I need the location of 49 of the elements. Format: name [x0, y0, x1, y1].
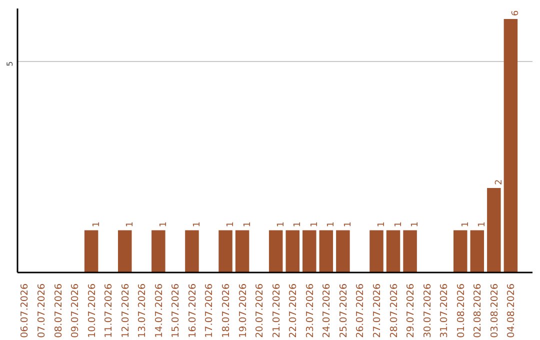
data-label: 1: [293, 222, 304, 228]
x-tick-label: 15.07.2026: [170, 283, 182, 338]
x-tick-label: 22.07.2026: [288, 283, 300, 338]
x-tick-label: 20.07.2026: [254, 283, 266, 338]
data-label: 1: [410, 222, 421, 228]
y-tick-label: 5: [6, 61, 14, 66]
data-label: 1: [310, 222, 320, 228]
x-tick-label: 04.08.2026: [506, 283, 518, 338]
data-label: 2: [494, 179, 504, 186]
data-label: 1: [326, 222, 337, 228]
data-label: 1: [460, 222, 471, 228]
data-label: 6: [511, 10, 522, 16]
x-tick-label: 16.07.2026: [187, 283, 198, 338]
data-label: 1: [92, 222, 102, 228]
data-label: 1: [343, 222, 354, 228]
data-label: 1: [242, 222, 253, 228]
x-tick-label: 24.07.2026: [322, 283, 333, 338]
data-label: 1: [125, 222, 136, 228]
x-tick-label: 03.08.2026: [489, 283, 500, 338]
x-tick-label: 14.07.2026: [154, 283, 165, 338]
data-label: 1: [478, 222, 488, 228]
x-tick-label: 09.07.2026: [70, 283, 82, 338]
x-tick-label: 11.07.2026: [104, 283, 115, 338]
x-tick-label: 25.07.2026: [338, 283, 350, 338]
x-tick-label: 31.07.2026: [439, 283, 450, 338]
x-tick-label: 30.07.2026: [422, 283, 434, 338]
x-tick-label: 07.07.2026: [36, 283, 48, 338]
x-tick-label: 01.08.2026: [456, 283, 467, 338]
data-label: 1: [192, 222, 202, 228]
x-tick-label: 17.07.2026: [204, 283, 216, 338]
x-tick-label: 28.07.2026: [388, 283, 400, 338]
x-tick-label: 08.07.2026: [53, 283, 64, 338]
x-tick-label: 29.07.2026: [406, 283, 417, 338]
x-tick-label: 10.07.2026: [86, 283, 98, 338]
x-tick-label: 02.08.2026: [472, 283, 484, 338]
data-label: 1: [394, 222, 404, 228]
data-label: 1: [226, 222, 236, 228]
x-tick-label: 13.07.2026: [137, 283, 148, 338]
x-tick-label: 06.07.2026: [20, 283, 31, 338]
data-label: 1: [376, 222, 387, 228]
x-tick-label: 26.07.2026: [355, 283, 366, 338]
x-tick-label: 18.07.2026: [221, 283, 232, 338]
x-tick-label: 27.07.2026: [372, 283, 383, 338]
x-tick-label: 19.07.2026: [238, 283, 249, 338]
x-tick-label: 12.07.2026: [120, 283, 132, 338]
x-tick-label: 21.07.2026: [271, 283, 282, 338]
data-label: 1: [158, 222, 169, 228]
data-label: 1: [276, 222, 286, 228]
x-tick-label: 23.07.2026: [304, 283, 316, 338]
